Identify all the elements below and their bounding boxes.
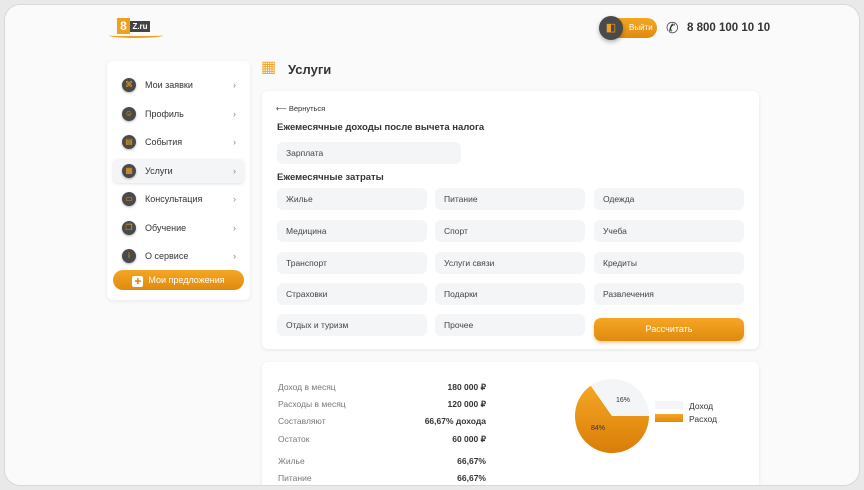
page-title: Услуги — [288, 62, 332, 77]
back-link[interactable]: ⟵ Вернуться — [276, 104, 326, 113]
door-icon: ◧ — [599, 16, 623, 40]
gift-icon: ✚ — [132, 276, 144, 287]
calculate-button[interactable]: Рассчитать — [594, 318, 744, 341]
sidebar-item-4[interactable]: ▭ Консультация › — [113, 187, 244, 211]
chevron-right-icon: › — [233, 108, 236, 119]
logo[interactable]: 8 Z.ru — [109, 18, 165, 42]
app-window: 8 Z.ru ◧ Выйти ✆ 8 800 100 10 10 ⌘ Мои за… — [4, 4, 860, 486]
expenses-heading: Ежемесячные затраты — [277, 172, 384, 183]
chevron-right-icon: › — [233, 251, 236, 261]
phone-number[interactable]: 8 800 100 10 10 — [687, 22, 771, 34]
results-card: Доход в месяц 180 000 ₽ Расходы в месяц 120… — [262, 362, 759, 485]
summary-row: Составляют 66,67% дохода — [278, 416, 486, 426]
expense-field[interactable]: Страховки — [277, 283, 427, 305]
income-heading: Ежемесячные доходы после вычета налога — [277, 122, 485, 133]
chevron-right-icon: › — [233, 194, 236, 204]
sidebar-item-0[interactable]: ⌘ Мои заявки › — [113, 73, 244, 97]
salary-input[interactable]: Зарплата — [277, 142, 461, 164]
legend-swatch-income — [655, 401, 683, 409]
services-icon: ▦ — [261, 59, 277, 76]
routes-icon: ⌘ — [122, 78, 136, 92]
sidebar-item-1[interactable]: ☺ Профиль › — [113, 102, 244, 126]
pie-slice-income — [590, 379, 649, 416]
info-icon: i — [122, 249, 136, 263]
expense-field[interactable]: Услуги связи — [435, 252, 585, 274]
chevron-right-icon: › — [233, 80, 236, 90]
summary-row: Остаток 60 000 ₽ — [278, 434, 486, 444]
my-offers-button[interactable]: ✚ Мои предложения — [113, 270, 244, 290]
logout-button[interactable]: ◧ Выйти — [599, 16, 657, 40]
pie-slice-expense — [575, 385, 649, 453]
calendar-icon: ▤ — [122, 135, 136, 149]
expense-field[interactable]: Подарки — [435, 283, 585, 305]
summary-row: Доход в месяц 180 000 ₽ — [278, 382, 486, 392]
chevron-right-icon: › — [233, 165, 236, 176]
summary-row: Расходы в месяц 120 000 ₽ — [278, 399, 486, 409]
pie-label-income: 16% — [616, 397, 630, 404]
sidebar: ⌘ Мои заявки › ☺ Профиль › ▤ События › ▦ Услуги › ▭ К… — [107, 61, 250, 300]
chevron-right-icon: › — [233, 137, 236, 147]
sidebar-item-3[interactable]: ▦ Услуги › — [113, 158, 244, 183]
expense-field[interactable]: Спорт — [435, 220, 585, 242]
expense-field[interactable]: Питание — [435, 188, 585, 210]
expense-field[interactable]: Жилье — [277, 188, 427, 210]
legend-swatch-expense — [655, 414, 683, 422]
phone-icon: ✆ — [666, 20, 679, 37]
sidebar-item-2[interactable]: ▤ События › — [113, 130, 244, 154]
calculator-form: ⟵ Вернуться Ежемесячные доходы после выч… — [262, 91, 759, 349]
expense-field[interactable]: Транспорт — [277, 252, 427, 274]
pie-label-expense: 84% — [591, 425, 605, 432]
expense-field[interactable]: Развлечения — [594, 283, 744, 305]
expense-field[interactable]: Одежда — [594, 188, 744, 210]
arrow-left-icon: ⟵ — [276, 104, 289, 113]
book-icon: ❐ — [122, 220, 136, 235]
sidebar-item-5[interactable]: ❐ Обучение › — [113, 216, 244, 240]
pie-chart: 16% 84% — [575, 379, 649, 453]
user-icon: ☺ — [122, 106, 136, 121]
summary-row: Питание 66,67% — [278, 473, 486, 483]
expense-field[interactable]: Кредиты — [594, 252, 744, 274]
legend-income: Доход — [689, 401, 714, 411]
chevron-right-icon: › — [233, 222, 236, 233]
expense-field[interactable]: Учеба — [594, 220, 744, 242]
expense-field[interactable]: Прочее — [435, 314, 585, 336]
chat-icon: ▭ — [122, 192, 136, 206]
expense-field[interactable]: Отдых и туризм — [277, 314, 427, 336]
grid-icon: ▦ — [122, 163, 136, 178]
legend-expense: Расход — [689, 414, 718, 424]
summary-row: Жилье 66,67% — [278, 456, 486, 466]
expense-field[interactable]: Медицина — [277, 220, 427, 242]
